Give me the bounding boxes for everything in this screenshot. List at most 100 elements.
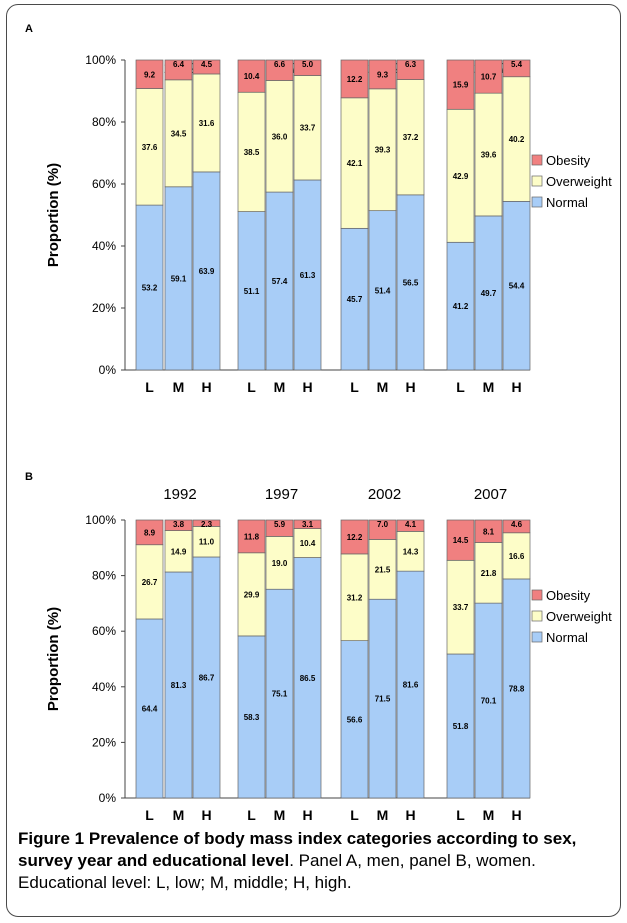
panel-b-category-label-1992-L: L: [145, 807, 154, 823]
panel-b-category-label-1997-M: M: [274, 807, 286, 823]
panel-b-legend-swatch-overweight: [531, 610, 543, 622]
panel-a-bar-normal-2007-H: [502, 201, 531, 371]
panel-b-data-label-obesity-2007-H: 4.6: [511, 520, 523, 529]
panel-b-y-tick-label: 20%: [92, 735, 116, 749]
panel-a-bar-normal-2007-L: [446, 241, 475, 371]
panel-a-bar-overweight-1997-H: [293, 75, 322, 181]
panel-b-bar-normal-2002-H: [396, 570, 425, 799]
panel-a-data-label-normal-1992-H: 63.9: [199, 267, 215, 276]
panel-a-data-label-obesity-1992-L: 9.2: [144, 70, 156, 79]
panel-a-y-tick-label: 40%: [92, 239, 116, 253]
panel-a-data-label-obesity-1992-H: 4.5: [201, 60, 213, 69]
panel-b-bar-obesity-2007-L: [446, 519, 475, 561]
panel-a-data-label-overweight-2002-L: 42.1: [347, 159, 363, 168]
panel-b-category-label-2007-M: M: [483, 807, 495, 823]
panel-b-bar-obesity-1997-L: [237, 519, 266, 554]
panel-a-bar-obesity-1992-H: [192, 59, 221, 75]
panel-b-legend-swatch-obesity: [531, 589, 543, 601]
panel-b-bar-normal-2007-L: [446, 653, 475, 799]
panel-b-data-label-overweight-1997-M: 19.0: [272, 559, 288, 568]
panel-a-data-label-overweight-1992-H: 31.6: [199, 119, 215, 128]
panel-b-bar-obesity-2002-H: [396, 519, 425, 532]
panel-a-data-label-obesity-2007-H: 5.4: [511, 60, 523, 69]
panel-a-bar-normal-1997-L: [237, 211, 266, 371]
panel-a-category-label-2002-M: M: [377, 379, 389, 395]
panel-a-data-label-obesity-2007-M: 10.7: [481, 73, 497, 82]
panel-b-bar-normal-1997-L: [237, 635, 266, 799]
panel-a-data-label-overweight-1992-L: 37.6: [142, 143, 158, 152]
panel-a-data-label-obesity-1997-L: 10.4: [244, 72, 260, 81]
panel-a-y-tick-label: 100%: [85, 53, 116, 67]
panel-b-data-label-obesity-2007-M: 8.1: [483, 527, 495, 536]
panel-b-category-label-2007-L: L: [456, 807, 465, 823]
panel-b-bar-overweight-1997-M: [265, 536, 294, 590]
panel-a-legend-label-normal: Normal: [546, 195, 588, 210]
panel-b-y-tick-label: 100%: [85, 513, 116, 527]
panel-a-bar-overweight-2007-H: [502, 76, 531, 202]
panel-b-legend-label-obesity: Obesity: [546, 588, 591, 603]
panel-b-year-label-2007: 2007: [474, 486, 507, 503]
panel-a-bar-overweight-2002-H: [396, 79, 425, 196]
panel-b-data-label-overweight-2007-M: 21.8: [481, 569, 497, 578]
panel-b-data-label-overweight-1992-H: 11.0: [199, 538, 215, 547]
panel-b-data-label-normal-1992-M: 81.3: [171, 681, 187, 690]
panel-b-bar-obesity-1992-H: [192, 519, 221, 527]
panel-b-bar-normal-2002-L: [340, 640, 369, 799]
panel-b-data-label-overweight-2002-M: 21.5: [375, 565, 391, 574]
panel-a-data-label-normal-2002-L: 45.7: [347, 295, 363, 304]
caption-text: . Panel A, men, panel B, women. Educatio…: [18, 851, 536, 892]
panel-b-y-axis-label: Proportion (%): [45, 607, 62, 711]
panel-a-data-label-normal-1992-M: 59.1: [171, 274, 187, 283]
panel-a-data-label-normal-2007-L: 41.2: [453, 302, 469, 311]
panel-b-bar-obesity-2002-M: [368, 519, 397, 540]
panel-b-data-label-obesity-1997-L: 11.8: [244, 532, 260, 541]
panel-b-bar-obesity-1992-M: [164, 519, 193, 531]
panel-b-bar-normal-2002-M: [368, 598, 397, 799]
panel-b-bar-overweight-1992-M: [164, 530, 193, 573]
panel-a-data-label-normal-2002-H: 56.5: [403, 278, 419, 287]
figure-caption: Figure 1 Prevalence of body mass index c…: [18, 828, 618, 894]
panel-b-label: B: [25, 471, 33, 483]
panel-a-data-label-obesity-1997-M: 6.6: [274, 60, 286, 69]
panel-a-bar-obesity-1997-M: [265, 59, 294, 81]
panel-b-data-label-overweight-2007-L: 33.7: [453, 603, 469, 612]
panel-a-y-tick-label: 60%: [92, 177, 116, 191]
panel-b-data-label-overweight-1997-L: 29.9: [244, 590, 260, 599]
panel-b-data-label-overweight-2007-H: 16.6: [509, 552, 525, 561]
panel-a-data-label-normal-2007-M: 49.7: [481, 289, 497, 298]
panel-a-bar-normal-1997-H: [293, 179, 322, 371]
panel-b-data-label-overweight-1992-M: 14.9: [171, 547, 187, 556]
panel-b-data-label-normal-1997-L: 58.3: [244, 713, 260, 722]
panel-a-data-label-obesity-2002-M: 9.3: [377, 70, 389, 79]
panel-a-bar-overweight-2002-L: [340, 97, 369, 229]
panel-a-data-label-obesity-2002-L: 12.2: [347, 75, 363, 84]
panel-a-bar-obesity-1997-L: [237, 59, 266, 93]
panel-a-data-label-overweight-2002-H: 37.2: [403, 133, 419, 142]
panel-a-legend-label-obesity: Obesity: [546, 153, 591, 168]
panel-b-data-label-overweight-1997-H: 10.4: [300, 539, 316, 548]
panel-a-data-label-obesity-1992-M: 6.4: [173, 60, 185, 69]
panel-b-data-label-obesity-2002-L: 12.2: [347, 533, 363, 542]
panel-a-data-label-normal-2002-M: 51.4: [375, 286, 391, 295]
panel-a-y-tick-label: 80%: [92, 115, 116, 129]
panel-b-bar-normal-1997-M: [265, 588, 294, 799]
panel-b-bar-normal-1992-M: [164, 571, 193, 799]
panel-a-bar-normal-2002-H: [396, 194, 425, 371]
panel-a-data-label-obesity-2007-L: 15.9: [453, 81, 469, 90]
panel-a-bar-normal-1992-H: [192, 171, 221, 371]
panel-a-data-label-normal-1997-L: 51.1: [244, 287, 260, 296]
panel-a-bar-normal-1997-M: [265, 191, 294, 371]
panel-a-data-label-normal-2007-H: 54.4: [509, 282, 525, 291]
panel-a-y-tick-label: 20%: [92, 301, 116, 315]
panel-b-y-tick-label: 80%: [92, 569, 116, 583]
panel-b-bar-obesity-1997-M: [265, 519, 294, 537]
panel-a-label: A: [25, 23, 33, 35]
panel-a-legend-label-overweight: Overweight: [546, 174, 612, 189]
panel-a-data-label-overweight-1997-H: 33.7: [300, 124, 316, 133]
panel-a-data-label-overweight-2002-M: 39.3: [375, 146, 391, 155]
panel-b-year-label-1992: 1992: [163, 486, 196, 503]
panel-a-legend-swatch-overweight: [531, 175, 543, 187]
panel-a-data-label-overweight-2007-H: 40.2: [509, 135, 525, 144]
panel-b-year-label-2002: 2002: [368, 486, 401, 503]
